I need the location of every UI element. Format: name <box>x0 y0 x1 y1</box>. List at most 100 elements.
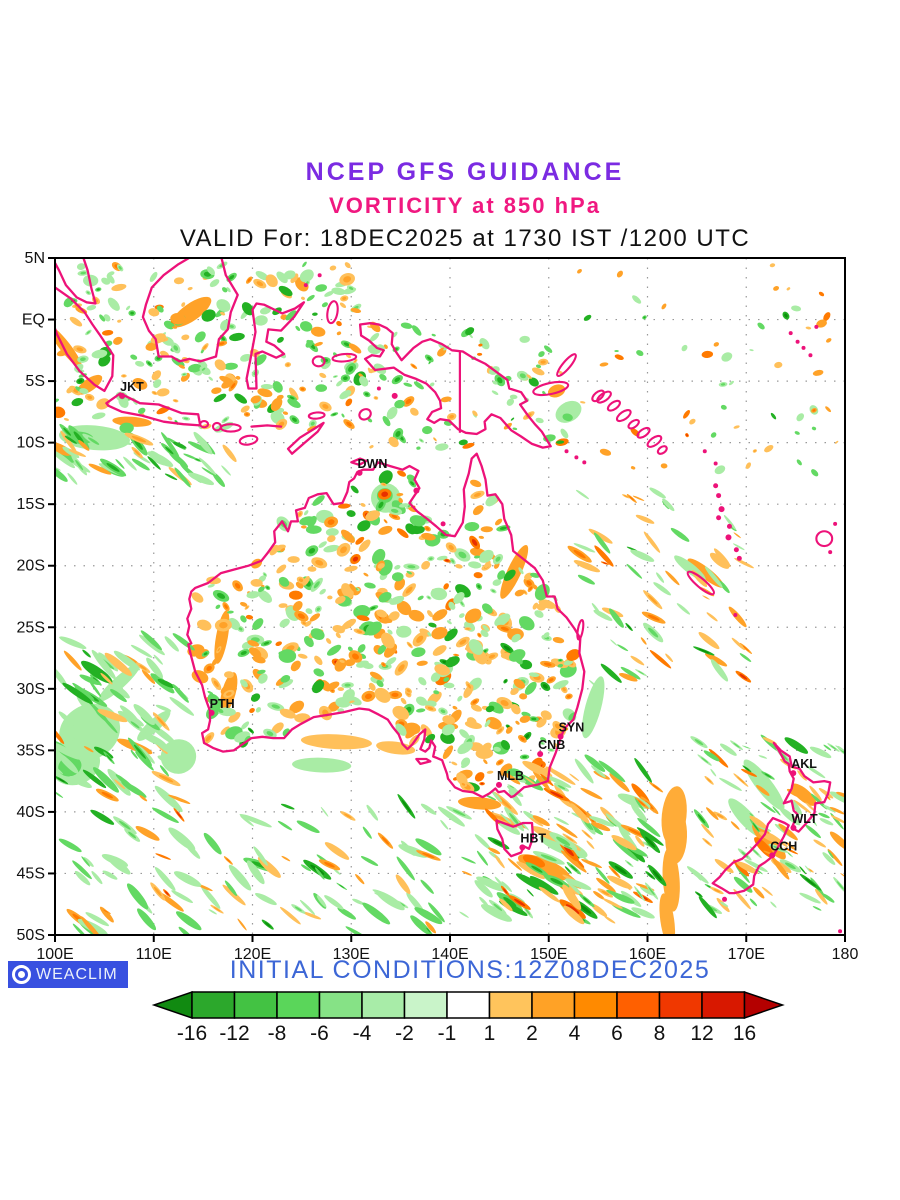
vorticity-blob <box>113 650 140 671</box>
vorticity-blob <box>632 295 642 304</box>
vorticity-blob <box>634 757 652 783</box>
vorticity-blob <box>535 364 542 369</box>
vorticity-blob <box>396 492 404 497</box>
vorticity-blob <box>260 383 274 390</box>
vorticity-blob <box>427 596 431 599</box>
vorticity-blob <box>503 896 517 907</box>
vorticity-blob <box>485 494 499 507</box>
vorticity-blob <box>829 831 845 851</box>
vorticity-blob <box>623 880 631 891</box>
vorticity-blob <box>106 854 131 875</box>
vorticity-blob <box>514 589 525 597</box>
vorticity-blob <box>422 852 435 859</box>
vorticity-blob <box>314 655 323 665</box>
vorticity-blob <box>341 413 345 418</box>
island-fiji-outer <box>833 521 838 526</box>
vorticity-blob <box>706 612 718 622</box>
vorticity-blob <box>117 710 144 727</box>
vorticity-blob <box>323 544 340 553</box>
vorticity-blob <box>173 441 187 449</box>
vorticity-blob <box>324 291 334 297</box>
island-fraser <box>576 618 585 641</box>
vorticity-blob <box>495 556 501 562</box>
vorticity-blob <box>312 495 325 506</box>
vorticity-blob <box>298 512 302 516</box>
vorticity-blob <box>63 417 70 421</box>
vorticity-blob <box>778 823 798 841</box>
city-dot-AKL <box>790 770 797 777</box>
vorticity-blob <box>272 381 283 393</box>
vorticity-blob <box>376 890 405 911</box>
vorticity-blob <box>58 753 79 774</box>
vorticity-blob <box>534 583 550 601</box>
vorticity-blob <box>753 886 765 899</box>
vorticity-blob <box>311 680 325 694</box>
vorticity-blob <box>303 636 314 648</box>
island-lombok <box>211 421 222 432</box>
vorticity-blob <box>436 555 448 561</box>
vorticity-blob <box>749 813 754 817</box>
vorticity-blob <box>305 340 314 348</box>
vorticity-blob <box>562 687 566 692</box>
vorticity-blob <box>576 859 585 868</box>
vorticity-blob <box>287 398 301 409</box>
vorticity-blob <box>403 382 413 387</box>
city-label-SYN: SYN <box>559 720 585 734</box>
vorticity-blob <box>523 590 527 594</box>
vorticity-blob <box>380 617 393 624</box>
vorticity-blob <box>681 344 688 352</box>
colorbar-cell <box>488 991 533 1019</box>
vorticity-blob <box>720 404 727 410</box>
vorticity-blob <box>805 824 821 839</box>
colorbar-cell <box>446 991 491 1019</box>
vorticity-blob <box>213 393 227 403</box>
vorticity-blob <box>276 271 288 284</box>
vorticity-blob <box>187 286 193 291</box>
vorticity-blob <box>564 866 572 874</box>
vorticity-blob <box>205 735 212 742</box>
vorticity-blob <box>201 309 216 322</box>
initial-conditions-label: INITIAL CONDITIONS:12Z08DEC2025 <box>229 956 711 984</box>
vorticity-blob <box>69 775 92 789</box>
nz-west-green-band <box>743 759 785 811</box>
vorticity-blob <box>630 549 655 562</box>
vorticity-blob <box>532 815 550 827</box>
coastline-sulawesi <box>245 301 306 390</box>
vorticity-blob <box>336 331 342 336</box>
colorbar-value: -4 <box>353 1022 372 1045</box>
vorticity-blob <box>805 878 817 887</box>
vorticity-blob <box>196 619 212 631</box>
vorticity-blob <box>96 398 110 410</box>
x-axis-label: 170E <box>728 946 765 963</box>
vorticity-blob <box>511 704 521 715</box>
vorticity-blob <box>154 867 176 891</box>
island-aru <box>391 392 398 399</box>
vorticity-blob <box>280 548 286 552</box>
colorbar-cell <box>531 991 576 1019</box>
vorticity-blob <box>459 729 470 739</box>
vorticity-blob <box>442 715 456 725</box>
vorticity-blob <box>661 303 667 310</box>
vorticity-blob <box>528 377 539 387</box>
vorticity-blob <box>703 750 720 762</box>
vorticity-blob <box>224 880 238 897</box>
vorticity-blob <box>509 785 515 789</box>
vorticity-blob <box>493 903 503 911</box>
vorticity-blob <box>623 495 628 498</box>
city-label-WLT: WLT <box>791 812 818 826</box>
island-louisiade <box>582 460 587 465</box>
vorticity-blob <box>339 659 345 663</box>
vorticity-blob <box>139 795 148 802</box>
vorticity-blob <box>472 505 484 516</box>
vorticity-blob <box>58 711 74 726</box>
vorticity-blob <box>395 874 411 895</box>
vorticity-blob <box>344 262 351 269</box>
island-fiji-outer <box>828 550 833 555</box>
vorticity-blob <box>367 344 382 355</box>
vorticity-blob <box>812 906 822 911</box>
vorticity-blob <box>710 659 729 682</box>
vorticity-blob <box>497 570 506 580</box>
vorticity-blob <box>377 563 385 569</box>
vorticity-blob <box>72 923 88 935</box>
vorticity-blob <box>234 583 241 589</box>
